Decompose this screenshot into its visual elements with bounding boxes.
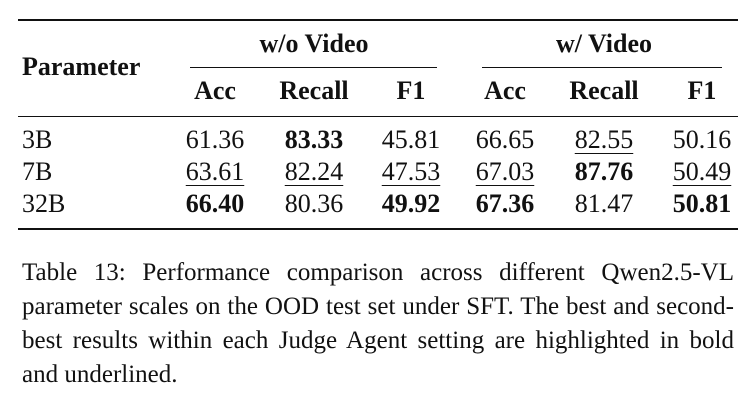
group-rule (190, 67, 437, 68)
group-header: w/o Video (259, 29, 369, 58)
mid-rule (18, 116, 738, 117)
column-header: F1 (396, 76, 426, 105)
cell: 82.55 (574, 125, 634, 154)
column-header: F1 (687, 76, 717, 105)
cell: 50.81 (672, 189, 732, 218)
row-header: Parameter (22, 52, 141, 81)
bottom-rule (18, 228, 738, 230)
cell: 50.49 (672, 157, 732, 186)
column-header: Recall (569, 76, 639, 105)
group-header: w/ Video (555, 29, 653, 58)
cell: 50.16 (672, 125, 732, 154)
row-label: 3B (22, 125, 53, 154)
cell: 87.76 (574, 157, 634, 186)
top-rule (18, 19, 738, 21)
cell: 83.33 (284, 125, 344, 154)
cell: 66.40 (185, 189, 245, 218)
cell: 81.47 (574, 189, 634, 218)
cell: 49.92 (381, 189, 441, 218)
cell: 63.61 (185, 157, 245, 186)
cell: 80.36 (284, 189, 344, 218)
column-header: Recall (279, 76, 349, 105)
cell: 66.65 (475, 125, 535, 154)
cell: 82.24 (284, 157, 344, 186)
cell: 61.36 (185, 125, 245, 154)
cell: 67.03 (475, 157, 535, 186)
group-rule (482, 67, 722, 68)
cell: 45.81 (381, 125, 441, 154)
row-label: 7B (22, 157, 53, 186)
column-header: Acc (194, 76, 236, 105)
column-header: Acc (484, 76, 526, 105)
caption: Table 13: Performance comparison across … (22, 259, 734, 388)
cell: 67.36 (475, 189, 535, 218)
cell: 47.53 (381, 157, 441, 186)
row-label: 32B (22, 189, 66, 218)
